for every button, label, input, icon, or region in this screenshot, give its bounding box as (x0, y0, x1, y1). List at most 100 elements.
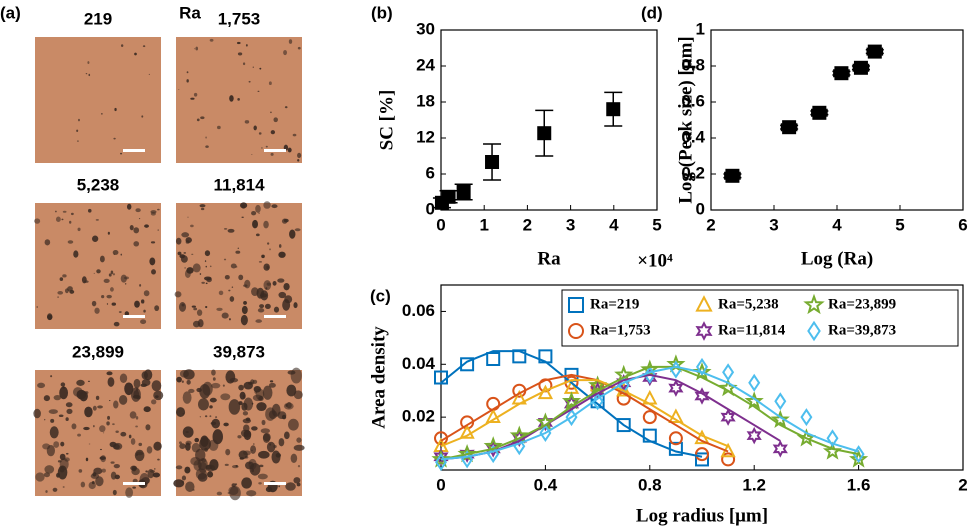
speck (293, 302, 298, 309)
speck (241, 477, 252, 489)
speck (258, 482, 262, 485)
speck (113, 137, 116, 140)
speck (284, 106, 288, 109)
speck (196, 309, 203, 316)
marker (668, 379, 684, 397)
speck (80, 481, 86, 488)
speck (257, 308, 265, 313)
y-tick-label: 0 (696, 199, 705, 218)
speck (69, 220, 72, 224)
speck (259, 67, 262, 70)
speck (153, 390, 164, 401)
speck (181, 232, 190, 238)
speck (245, 417, 251, 422)
speck (179, 441, 182, 445)
speck (59, 466, 65, 473)
speck (145, 424, 151, 431)
speck (242, 62, 246, 66)
speck (135, 425, 138, 428)
speck (173, 479, 185, 488)
speck (205, 306, 208, 309)
speck (95, 476, 104, 487)
speck (109, 399, 111, 402)
scale-bar (123, 315, 145, 318)
fit-line (440, 365, 859, 461)
speck (64, 288, 69, 294)
speck (183, 252, 187, 254)
speck (77, 227, 81, 232)
speck (154, 305, 160, 312)
speck (193, 92, 198, 97)
speck (272, 280, 277, 286)
speck (79, 391, 88, 402)
speck (223, 228, 228, 230)
speck (50, 418, 55, 423)
speck (240, 314, 248, 326)
speck (195, 46, 199, 51)
speck (37, 382, 46, 389)
speck (251, 287, 259, 297)
speck (54, 210, 57, 213)
speck (151, 399, 157, 405)
x-tick-label: 3 (566, 215, 575, 234)
speck (193, 307, 198, 311)
speck (62, 210, 67, 213)
speck (124, 311, 130, 317)
speck (157, 458, 160, 461)
speck (66, 408, 73, 415)
speck (102, 432, 105, 434)
speck (221, 312, 229, 319)
speck (186, 71, 189, 74)
speck (269, 380, 274, 383)
speck (138, 218, 141, 220)
speck (60, 382, 66, 387)
speck (241, 305, 248, 315)
speck (133, 241, 140, 247)
speck (107, 231, 110, 235)
speck (224, 463, 229, 466)
speck (59, 386, 69, 400)
x-tick-label: 1.6 (847, 475, 871, 494)
x-tick-label: 2 (523, 215, 532, 234)
legend-marker (807, 320, 821, 342)
speck (237, 435, 242, 439)
speck (283, 218, 289, 223)
speck (278, 251, 286, 258)
speck (114, 474, 121, 480)
speck (205, 145, 209, 148)
x-tick-label: 0.8 (638, 475, 662, 494)
speck (200, 116, 205, 120)
speck (135, 208, 141, 213)
speck (216, 307, 223, 311)
marker (606, 102, 621, 117)
speck (128, 434, 132, 439)
speck (297, 159, 300, 162)
speck (57, 460, 62, 463)
x-tick-label: 1 (479, 215, 488, 234)
speck (112, 423, 115, 426)
speck (278, 438, 285, 447)
speck (133, 378, 141, 389)
speck (237, 52, 243, 56)
legend-label: Ra=5,238 (718, 296, 779, 312)
speck (199, 204, 206, 208)
marker (486, 352, 501, 366)
x-axis-label: Ra (537, 248, 561, 269)
marker (774, 392, 787, 411)
marker (459, 424, 475, 439)
marker (721, 452, 736, 467)
speck (135, 453, 138, 456)
speck (191, 253, 194, 255)
image-label: 39,873 (213, 342, 265, 361)
speck (245, 44, 248, 47)
speck (96, 269, 101, 274)
x-tick-label: 4 (609, 215, 619, 234)
x-tick-label: 0 (436, 215, 445, 234)
marker (867, 44, 882, 59)
speck (283, 282, 290, 291)
speck (199, 384, 211, 399)
speck (242, 394, 246, 399)
speck (248, 381, 253, 385)
speck (134, 449, 145, 462)
speck (269, 443, 272, 446)
